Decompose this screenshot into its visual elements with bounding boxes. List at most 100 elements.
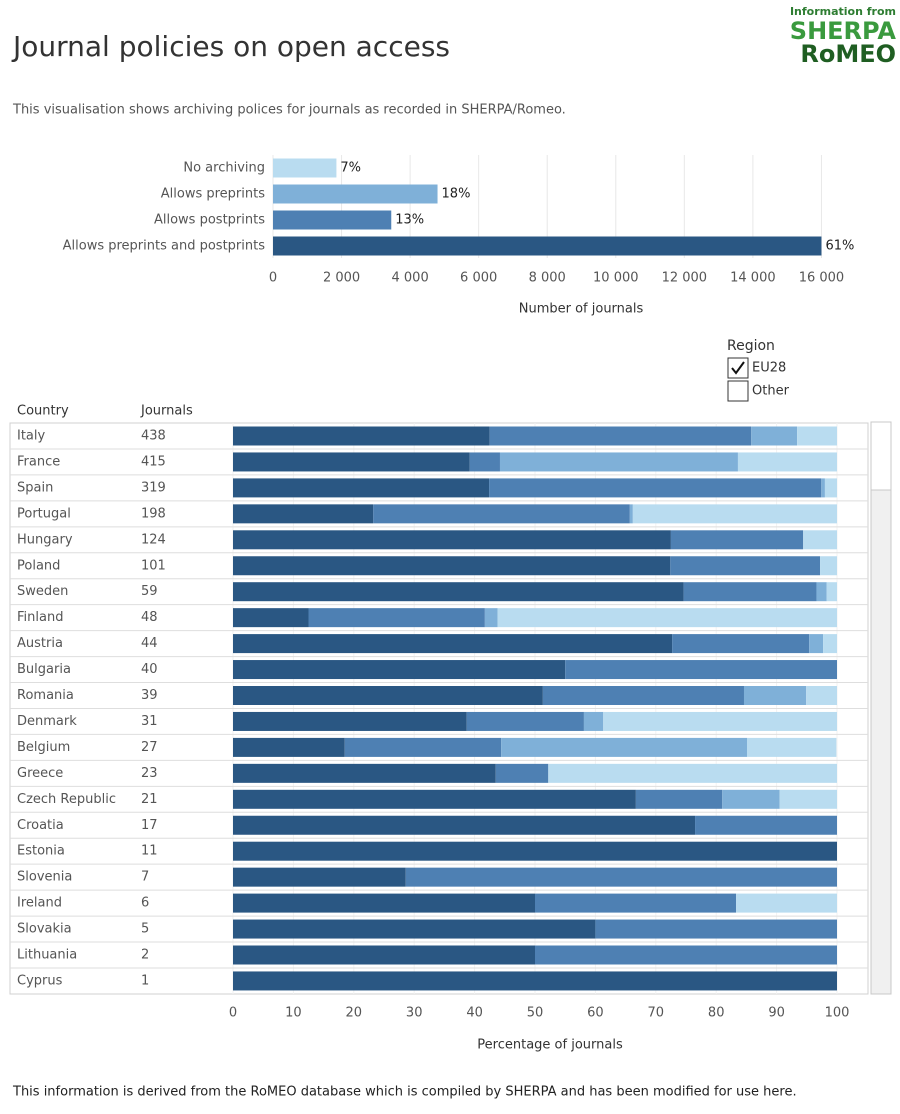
bar-segment (548, 763, 837, 783)
bar-segment (233, 686, 543, 705)
country-label: Romania (17, 688, 74, 703)
bar-segment (820, 556, 837, 576)
bar-segment (826, 582, 837, 602)
bar-segment (484, 608, 498, 628)
country-label: Spain (17, 480, 53, 495)
bar-segment (747, 737, 837, 757)
bar-segment (233, 841, 837, 861)
bar (273, 184, 438, 204)
filter-title: Region (727, 338, 775, 354)
category-label: No archiving (183, 161, 265, 176)
country-label: Czech Republic (17, 792, 116, 807)
bar-segment (233, 426, 490, 446)
x-axis-title: Number of journals (519, 302, 644, 317)
bar-segment (489, 478, 822, 498)
journal-count: 11 (141, 844, 158, 859)
bar-segment (233, 971, 837, 991)
country-label: Belgium (17, 740, 70, 755)
country-label: Austria (17, 636, 63, 651)
bar-segment (603, 711, 837, 731)
country-label: Estonia (17, 844, 65, 859)
bar-segment (635, 789, 723, 809)
bar-segment (670, 530, 804, 550)
country-label: Lithuania (17, 948, 77, 963)
bar-segment (233, 789, 636, 809)
journal-count: 319 (141, 480, 166, 495)
journal-count: 2 (141, 948, 149, 963)
bar-segment (469, 452, 500, 472)
filter-option[interactable]: EU28 (752, 361, 786, 376)
scrollbar-thumb[interactable] (870, 421, 892, 491)
bar (273, 158, 337, 178)
country-label: Bulgaria (17, 662, 71, 677)
x-tick-label: 30 (406, 1006, 423, 1021)
journal-count: 415 (141, 454, 166, 469)
category-label: Allows preprints and postprints (63, 239, 266, 254)
bar-segment (751, 426, 798, 446)
journal-count: 124 (141, 532, 166, 547)
country-label: Slovakia (17, 922, 72, 937)
bar-segment (501, 737, 748, 757)
bar-segment (672, 634, 810, 654)
logo-middle: SHERPA (790, 17, 897, 45)
x-tick-label: 40 (466, 1006, 483, 1021)
scrollbar[interactable] (870, 421, 892, 995)
country-label: Finland (17, 610, 63, 625)
share-label: 7% (340, 161, 361, 176)
bar-segment (233, 504, 374, 524)
country-label: Hungary (17, 532, 73, 547)
x-tick-label: 60 (587, 1006, 604, 1021)
bar-segment (803, 530, 837, 550)
journal-count: 48 (141, 610, 158, 625)
checkmark (731, 361, 745, 375)
bar-segment (233, 945, 535, 965)
journal-count: 6 (141, 896, 149, 911)
bar-segment (632, 504, 837, 524)
bar-segment (373, 504, 630, 524)
x-tick-label: 10 000 (593, 271, 639, 286)
journal-count: 1 (141, 973, 149, 988)
journal-count: 198 (141, 506, 166, 521)
journal-count: 40 (141, 662, 158, 677)
bar-segment (233, 530, 671, 550)
journal-count: 101 (141, 558, 166, 573)
x-tick-label: 16 000 (799, 271, 845, 286)
journal-count: 7 (141, 870, 149, 885)
x-tick-label: 8 000 (529, 271, 566, 286)
column-header: Country (17, 404, 69, 419)
x-tick-label: 0 (269, 271, 277, 286)
x-tick-label: 2 000 (323, 271, 360, 286)
bar-segment (233, 634, 673, 654)
x-tick-label: 50 (527, 1006, 544, 1021)
bar-segment (233, 582, 684, 602)
country-label: Greece (17, 766, 63, 781)
bar-segment (233, 608, 309, 628)
bar-segment (583, 711, 604, 731)
bar-segment (405, 867, 837, 887)
bar-segment (499, 452, 738, 472)
journal-count: 5 (141, 922, 149, 937)
bar-segment (495, 763, 549, 783)
filter-option[interactable]: Other (752, 384, 790, 399)
x-tick-label: 90 (768, 1006, 785, 1021)
category-label: Allows postprints (154, 213, 265, 228)
bar-segment (595, 919, 837, 939)
checkbox[interactable] (727, 380, 749, 402)
bar-segment (743, 686, 807, 705)
share-label: 18% (442, 187, 471, 202)
bar-segment (736, 893, 837, 913)
logo-top: Information from (790, 5, 896, 18)
x-tick-label: 20 (346, 1006, 363, 1021)
country-label: Portugal (17, 506, 71, 521)
bar-segment (233, 919, 596, 939)
bar-segment (565, 660, 837, 680)
x-tick-label: 100 (825, 1006, 850, 1021)
x-axis-title: Percentage of journals (477, 1038, 623, 1053)
bar-segment (233, 452, 470, 472)
checkbox[interactable] (727, 357, 749, 379)
bar-segment (233, 711, 467, 731)
bar-segment (233, 737, 345, 757)
x-tick-label: 6 000 (460, 271, 497, 286)
bar-segment (695, 815, 837, 835)
